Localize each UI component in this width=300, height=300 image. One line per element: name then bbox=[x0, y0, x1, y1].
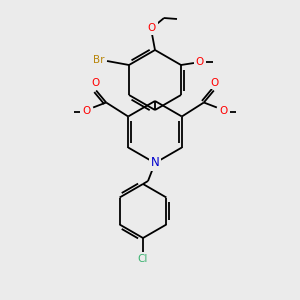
Text: O: O bbox=[196, 57, 204, 67]
Text: O: O bbox=[148, 23, 156, 33]
Text: O: O bbox=[82, 106, 90, 116]
Text: Br: Br bbox=[93, 55, 105, 65]
Text: O: O bbox=[211, 77, 219, 88]
Text: Cl: Cl bbox=[138, 254, 148, 264]
Text: O: O bbox=[220, 106, 228, 116]
Text: O: O bbox=[91, 77, 99, 88]
Text: N: N bbox=[151, 157, 159, 169]
